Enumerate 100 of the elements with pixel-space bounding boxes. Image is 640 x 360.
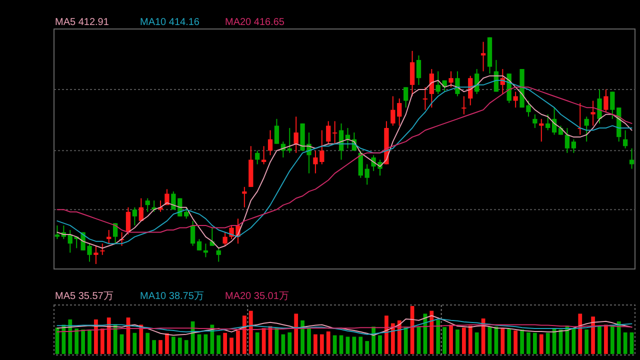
bar [397, 320, 402, 354]
bar [539, 334, 544, 354]
candlestick [216, 248, 221, 262]
bar [584, 330, 589, 354]
bar [365, 341, 370, 354]
bar [210, 324, 214, 354]
bar [300, 320, 304, 354]
bar [152, 340, 156, 354]
candlestick [326, 120, 331, 144]
candlestick [610, 91, 615, 120]
bar [146, 332, 150, 354]
candlestick [294, 116, 298, 154]
bar [332, 335, 337, 354]
candlestick [94, 245, 98, 264]
text: MA20 416.65 [225, 17, 285, 28]
candlestick [629, 148, 634, 170]
candlestick [345, 127, 350, 149]
candlestick [429, 68, 434, 108]
bar [165, 333, 169, 354]
candlestick [364, 164, 370, 186]
bar [507, 328, 512, 354]
bar [462, 328, 466, 354]
candlestick [100, 243, 105, 256]
candlestick [222, 232, 228, 246]
candlestick [190, 220, 196, 246]
bar [294, 314, 298, 354]
candlestick [404, 86, 408, 108]
bar [591, 316, 595, 354]
bar [430, 310, 434, 354]
bar [197, 334, 202, 354]
bar [533, 332, 537, 354]
bar [255, 332, 260, 354]
bar [216, 335, 221, 354]
bar [578, 314, 582, 354]
bar [442, 327, 446, 354]
bar [288, 332, 292, 354]
bar [320, 334, 324, 354]
bar [390, 323, 395, 354]
bar [346, 336, 350, 354]
candlestick [604, 88, 608, 113]
candlestick [455, 70, 460, 97]
bar [378, 335, 382, 354]
bar [223, 332, 228, 354]
candlestick [261, 146, 266, 165]
bar [106, 318, 111, 354]
candlestick [390, 96, 396, 126]
candlestick [480, 41, 486, 72]
candlestick [274, 118, 280, 144]
text: MA10 414.16 [140, 17, 200, 28]
bar [81, 330, 85, 354]
bar [616, 321, 621, 354]
bar [230, 338, 234, 354]
candlestick [584, 116, 589, 142]
candlestick [268, 130, 273, 156]
bar [236, 330, 240, 354]
bar [248, 310, 253, 354]
bar [352, 336, 356, 354]
bar [468, 326, 472, 354]
bar [358, 336, 363, 354]
candlestick [138, 198, 144, 222]
bar [572, 328, 576, 354]
bar [171, 336, 176, 354]
bar [623, 332, 628, 354]
bar [449, 324, 453, 354]
bar [326, 331, 330, 354]
candlestick [164, 188, 170, 206]
candlestick [422, 86, 428, 110]
candlestick [590, 100, 596, 126]
bar [604, 324, 608, 354]
bar [630, 332, 634, 354]
bar [242, 316, 246, 354]
bar [178, 338, 182, 354]
candlestick [397, 98, 402, 126]
bar [314, 334, 318, 354]
bar [88, 330, 92, 354]
bar [184, 340, 188, 354]
candlestick [54, 224, 60, 240]
candlestick [132, 206, 138, 226]
candlestick [196, 238, 202, 251]
bar [281, 334, 286, 354]
candlestick [184, 206, 189, 220]
bar [520, 330, 524, 354]
candlestick [358, 150, 363, 178]
candlestick [242, 186, 247, 208]
candlestick [622, 130, 628, 149]
bar [100, 328, 104, 354]
bar [514, 330, 518, 354]
candlestick [571, 138, 576, 154]
candlestick [145, 198, 150, 212]
bar [74, 328, 79, 354]
text: MA10 38.75万 [140, 291, 204, 302]
bar [307, 328, 311, 354]
bar [94, 319, 98, 354]
bar [113, 324, 118, 354]
candlestick [462, 96, 466, 115]
bar [384, 316, 388, 354]
bar [500, 328, 505, 354]
candlestick [558, 125, 564, 136]
candlestick [513, 91, 518, 108]
bar [436, 320, 440, 354]
